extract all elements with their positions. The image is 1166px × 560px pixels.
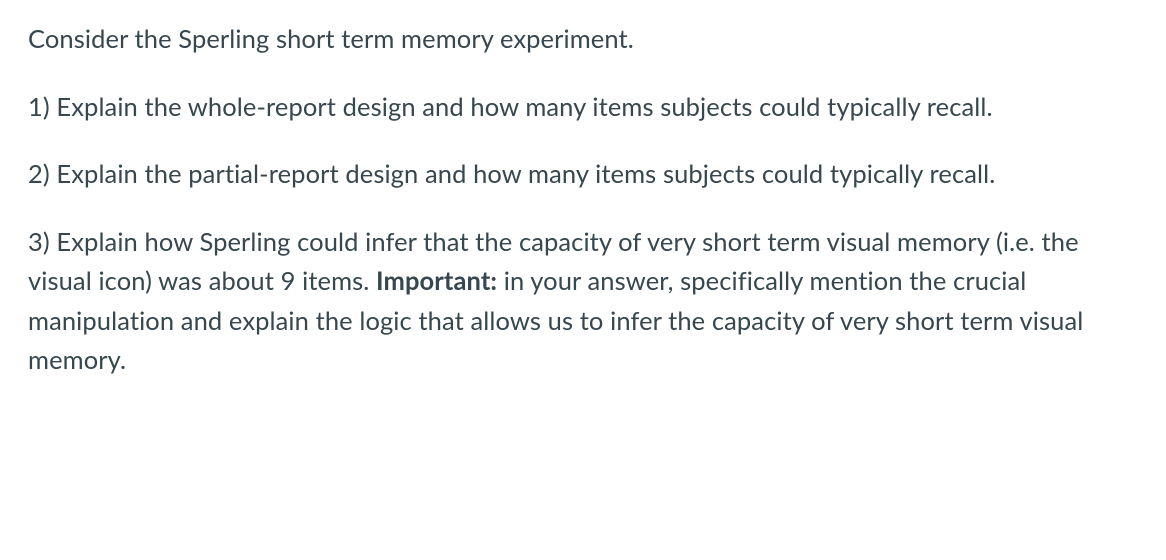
document-page: Consider the Sperling short term memory … — [0, 0, 1166, 560]
question-3-important-label: Important: — [376, 266, 497, 296]
intro-paragraph: Consider the Sperling short term memory … — [28, 20, 1138, 60]
question-3: 3) Explain how Sperling could infer that… — [28, 223, 1138, 381]
question-1: 1) Explain the whole-report design and h… — [28, 88, 1138, 128]
question-2: 2) Explain the partial-report design and… — [28, 155, 1138, 195]
